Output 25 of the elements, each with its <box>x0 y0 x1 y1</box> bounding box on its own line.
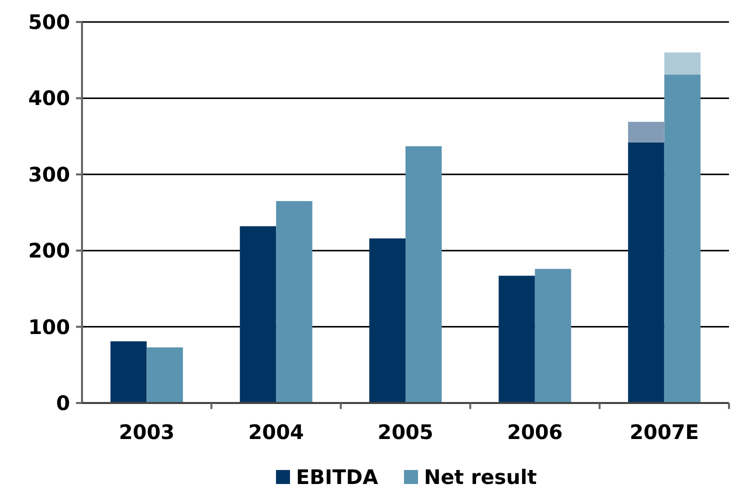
bar <box>628 122 664 142</box>
y-tick-label: 0 <box>56 391 70 415</box>
x-tick-label: 2005 <box>378 420 434 444</box>
y-tick-label: 300 <box>28 162 70 186</box>
bar <box>534 268 572 403</box>
x-tick-label: 2004 <box>248 420 304 444</box>
x-tick-label: 2007E <box>630 420 699 444</box>
bar <box>276 201 312 403</box>
bar <box>406 146 442 403</box>
bar <box>146 347 183 403</box>
legend-label: Net result <box>424 465 538 489</box>
bar <box>240 226 276 403</box>
x-tick-label: 2003 <box>118 420 175 444</box>
x-tick-label: 2006 <box>507 420 563 444</box>
bar <box>369 238 406 403</box>
bar <box>628 142 664 403</box>
y-tick-label: 200 <box>28 238 70 263</box>
bar <box>664 74 701 403</box>
legend-label: EBITDA <box>296 465 379 489</box>
bar <box>498 276 535 403</box>
y-tick-label: 100 <box>28 314 70 339</box>
bar <box>110 341 147 403</box>
y-tick-label: 400 <box>28 86 70 110</box>
y-tick-label: 500 <box>28 10 70 34</box>
bar <box>664 52 701 75</box>
